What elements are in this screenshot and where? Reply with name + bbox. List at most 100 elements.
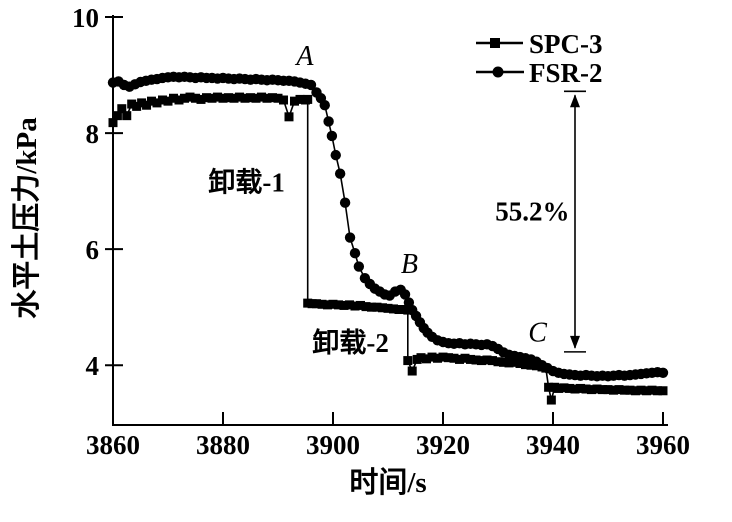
square-data-marker	[565, 383, 574, 393]
square-data-marker	[653, 386, 662, 396]
square-data-marker	[196, 94, 206, 104]
square-data-marker	[378, 303, 387, 313]
square-data-marker	[290, 96, 299, 106]
y-tick-label: 6	[86, 235, 100, 265]
square-data-marker	[482, 355, 492, 365]
annotation-reduction-arrow	[564, 90, 586, 353]
square-data-marker	[317, 299, 327, 309]
square-data-marker	[422, 354, 431, 364]
square-data-marker	[658, 386, 668, 396]
square-data-marker	[603, 385, 613, 395]
square-data-marker	[122, 111, 132, 121]
circle-data-marker	[330, 149, 341, 161]
square-data-marker	[504, 358, 514, 368]
annotations: A B C 卸载-1 卸载-2 55.2%	[208, 41, 586, 358]
circle-data-marker	[657, 367, 669, 378]
square-data-marker	[499, 357, 508, 367]
square-data-marker	[284, 112, 294, 122]
square-data-marker	[169, 93, 178, 103]
circle-data-marker	[344, 232, 356, 243]
circle-marker-icon	[492, 66, 504, 78]
square-data-marker	[202, 93, 211, 103]
circle-data-marker	[353, 261, 365, 272]
square-data-marker	[207, 93, 217, 103]
square-data-marker	[592, 384, 602, 394]
square-data-marker	[389, 304, 398, 314]
square-data-marker	[526, 360, 536, 370]
square-data-marker	[246, 93, 255, 103]
legend-item-spc3: SPC-3	[476, 29, 603, 59]
square-data-marker	[334, 300, 343, 310]
square-data-marker	[158, 95, 167, 105]
square-data-marker	[609, 385, 618, 395]
square-data-marker	[132, 101, 142, 111]
square-data-marker	[152, 98, 162, 108]
square-data-marker	[438, 352, 448, 362]
x-tick-label: 3900	[306, 430, 360, 460]
square-data-marker	[218, 93, 228, 103]
annotation-point-b: B	[401, 249, 418, 280]
square-data-marker	[642, 386, 651, 396]
x-tick-label: 3880	[196, 430, 250, 460]
square-data-marker	[112, 111, 122, 121]
square-data-marker	[312, 299, 321, 309]
square-data-marker	[559, 383, 569, 393]
square-data-marker	[174, 95, 184, 105]
square-data-marker	[142, 100, 152, 110]
x-axis-title: 时间/s	[349, 466, 426, 499]
square-data-marker	[224, 93, 233, 103]
square-data-marker	[416, 353, 426, 363]
square-data-marker	[546, 395, 556, 405]
square-data-marker	[455, 354, 464, 364]
square-data-marker	[587, 385, 596, 395]
x-tick-label: 3940	[526, 430, 580, 460]
square-data-marker	[460, 353, 470, 363]
square-data-marker	[449, 353, 459, 363]
square-data-marker	[544, 382, 554, 392]
x-tick-label: 3920	[416, 430, 470, 460]
x-tick-label: 3860	[86, 430, 140, 460]
square-data-marker	[477, 356, 486, 366]
square-data-marker	[279, 95, 288, 105]
square-data-marker	[581, 384, 591, 394]
square-data-marker	[493, 357, 503, 367]
square-data-marker	[394, 305, 404, 315]
y-ticks: 4 6 8 10	[72, 3, 123, 381]
square-data-marker	[427, 352, 437, 362]
annotation-unload-1: 卸载-1	[208, 166, 285, 197]
square-data-marker	[257, 92, 266, 102]
square-data-marker	[647, 385, 657, 395]
square-data-marker	[471, 355, 481, 365]
legend: SPC-3 FSR-2	[476, 29, 603, 88]
square-data-marker	[251, 93, 261, 103]
square-marker-icon	[490, 38, 500, 48]
square-data-marker	[350, 301, 360, 311]
plot-series	[107, 71, 669, 405]
circle-data-marker	[326, 130, 338, 142]
square-data-marker	[570, 384, 580, 394]
circle-data-marker	[319, 100, 330, 111]
annotation-point-a: A	[294, 41, 314, 72]
square-data-marker	[488, 356, 497, 366]
square-data-marker	[407, 366, 417, 376]
annotation-unload-2: 卸载-2	[312, 327, 389, 358]
square-data-marker	[185, 92, 195, 102]
square-data-marker	[361, 302, 371, 312]
square-data-marker	[356, 300, 365, 310]
square-data-marker	[262, 93, 272, 103]
square-data-marker	[303, 94, 313, 104]
series-fsr-2	[107, 71, 669, 382]
square-data-marker	[383, 303, 393, 313]
square-data-marker	[515, 358, 525, 368]
square-data-marker	[614, 385, 624, 395]
square-data-marker	[213, 92, 222, 102]
square-data-marker	[163, 96, 173, 106]
square-data-marker	[466, 354, 475, 364]
square-data-marker	[240, 93, 250, 103]
square-data-marker	[339, 300, 349, 310]
x-tick-label: 3960	[636, 430, 690, 460]
legend-label-spc3: SPC-3	[529, 29, 603, 59]
circle-data-marker	[323, 116, 334, 127]
